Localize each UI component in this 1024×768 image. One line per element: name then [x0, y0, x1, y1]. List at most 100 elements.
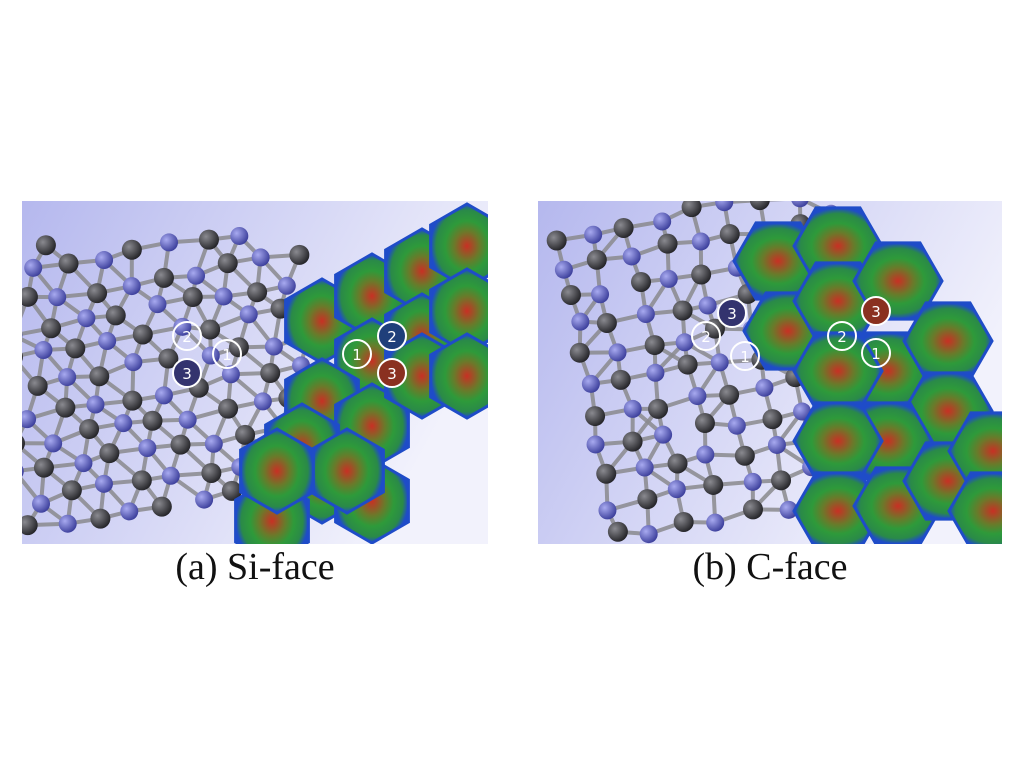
silicon-atom: [24, 258, 43, 277]
caption-si-face: (a) Si-face: [175, 546, 335, 588]
stacking-site-marker: 2: [691, 321, 721, 351]
marker-ring: [861, 338, 891, 368]
carbon-atom: [596, 312, 617, 333]
stacking-site-marker: 3: [377, 358, 407, 388]
stacking-site-marker: 2: [827, 321, 857, 351]
silicon-atom: [138, 439, 157, 458]
silicon-atom: [58, 514, 77, 533]
carbon-atom: [235, 424, 256, 445]
graphene-hexagon: [239, 427, 315, 515]
silicon-atom: [187, 266, 206, 285]
carbon-atom: [585, 406, 606, 427]
carbon-atom: [631, 271, 652, 292]
graphene-hexagon: [947, 471, 1002, 544]
marker-label: 1: [222, 346, 232, 364]
silicon-atom: [698, 296, 717, 315]
carbon-atom: [622, 431, 643, 452]
silicon-atom: [201, 346, 220, 365]
carbon-atom: [89, 366, 110, 387]
silicon-atom: [204, 434, 223, 453]
silicon-atom: [586, 435, 605, 454]
carbon-atom: [569, 342, 590, 363]
carbon-atom: [132, 324, 153, 345]
silicon-atom: [221, 365, 240, 384]
silicon-atom: [95, 251, 114, 270]
carbon-atom: [122, 390, 143, 411]
marker-label: 1: [740, 348, 750, 366]
silicon-atom: [214, 287, 233, 306]
marker-label: 2: [182, 328, 192, 346]
carbon-atom: [200, 319, 221, 340]
silicon-atom: [120, 502, 139, 521]
panel-si-face: 2 1 3 2 1 3: [22, 201, 488, 544]
carbon-atom: [607, 521, 628, 542]
silicon-atom: [154, 386, 173, 405]
silicon-atom: [44, 434, 63, 453]
silicon-atom: [691, 232, 710, 251]
carbon-atom: [218, 398, 239, 419]
silicon-atom: [779, 500, 798, 519]
silicon-atom: [767, 435, 786, 454]
carbon-atom: [131, 470, 152, 491]
atom-layer: [22, 226, 360, 536]
stacking-site-marker: 2: [377, 321, 407, 351]
carbon-atom: [673, 511, 694, 532]
carbon-atom: [221, 480, 242, 501]
silicon-atom: [635, 458, 654, 477]
silicon-atom: [653, 212, 672, 231]
marker-ring: [827, 321, 857, 351]
silicon-atom: [277, 276, 296, 295]
carbon-atom: [22, 286, 38, 307]
silicon-atom: [124, 353, 143, 372]
carbon-atom: [546, 230, 567, 251]
silicon-atom: [34, 341, 53, 360]
silicon-atom: [22, 410, 37, 429]
stacking-site-marker: 1: [730, 341, 760, 371]
silicon-atom: [251, 248, 270, 267]
silicon-atom: [160, 233, 179, 252]
silicon-atom: [622, 247, 641, 266]
carbon-atom: [142, 410, 163, 431]
silicon-atom: [86, 395, 105, 414]
silicon-atom: [659, 269, 678, 288]
silicon-atom: [591, 285, 610, 304]
silicon-atom: [94, 474, 113, 493]
caption-c-face: (b) C-face: [692, 546, 848, 588]
carbon-atom: [694, 413, 715, 434]
carbon-atom: [58, 253, 79, 274]
silicon-atom: [743, 472, 762, 491]
silicon-atom: [239, 305, 258, 324]
carbon-atom: [586, 249, 607, 270]
carbon-atom: [217, 253, 238, 274]
carbon-atom: [672, 300, 693, 321]
silicon-atom: [696, 445, 715, 464]
silicon-atom: [710, 353, 729, 372]
carbon-atom: [691, 264, 712, 285]
carbon-atom: [151, 496, 172, 517]
carbon-atom: [105, 305, 126, 326]
stacking-site-marker: 3: [861, 296, 891, 326]
marker-ring: [172, 358, 202, 388]
carbon-atom: [247, 282, 268, 303]
silicon-atom: [715, 201, 734, 212]
carbon-atom: [719, 224, 740, 245]
silicon-atom: [148, 295, 167, 314]
graphene-hexagon: [947, 411, 1002, 491]
carbon-atom: [610, 369, 631, 390]
marker-ring: [691, 321, 721, 351]
silicon-atom: [74, 454, 93, 473]
carbon-atom: [99, 443, 120, 464]
stacking-site-marker: 1: [342, 339, 372, 369]
carbon-atom: [22, 436, 26, 451]
carbon-atom: [55, 397, 76, 418]
marker-label: 2: [701, 328, 711, 346]
marker-label: 2: [837, 328, 847, 346]
carbon-atom: [596, 463, 617, 484]
graphene-tile-layer: [732, 206, 1002, 544]
stacking-site-marker: 3: [172, 358, 202, 388]
silicon-atom: [636, 305, 655, 324]
carbon-atom: [182, 287, 203, 308]
carbon-atom: [170, 434, 191, 455]
